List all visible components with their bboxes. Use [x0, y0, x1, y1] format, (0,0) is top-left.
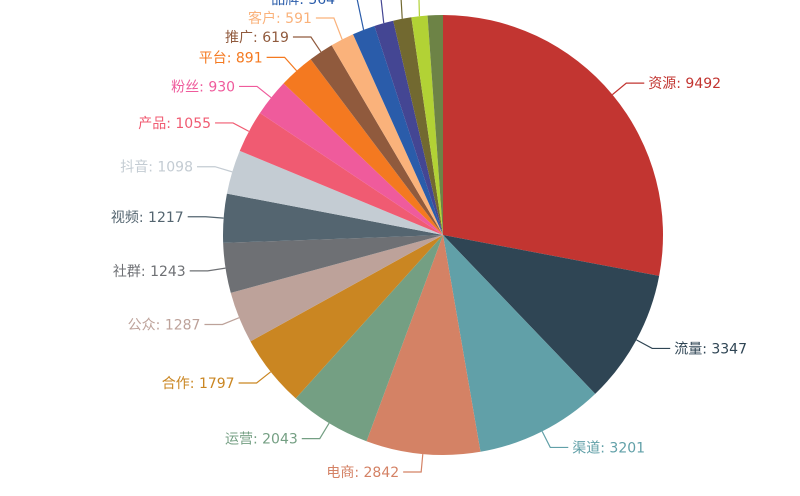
label-line: [400, 0, 403, 19]
pie-slice[interactable]: [366, 235, 481, 455]
pie-slice[interactable]: [443, 235, 660, 394]
label-line: [238, 371, 272, 384]
label-line: [380, 0, 385, 24]
slice-label: 粉丝: 930: [171, 79, 235, 95]
slice-label: 产品: 1055: [138, 116, 211, 132]
pie-slice[interactable]: [283, 59, 443, 235]
slice-label: 社群: 1243: [113, 264, 186, 280]
pie-slice[interactable]: [223, 193, 443, 243]
pie-slice[interactable]: [226, 150, 443, 235]
label-line: [301, 422, 330, 440]
label-line: [239, 85, 272, 99]
pie-slice[interactable]: [223, 235, 443, 293]
slice-label: 客户: 591: [248, 10, 312, 27]
slice-label: 资源: 9492: [648, 76, 721, 92]
slice-label: 平台: 891: [199, 50, 263, 66]
label-line: [204, 317, 240, 326]
label-line: [292, 36, 322, 53]
label-line: [266, 56, 298, 72]
slice-label: 公众: 1287: [128, 317, 201, 333]
label-line: [356, 0, 365, 30]
pie-slice[interactable]: [230, 235, 443, 342]
pie-slice[interactable]: [331, 34, 443, 235]
pie-slice[interactable]: [352, 25, 443, 235]
slice-label: 推广: 619: [225, 30, 289, 46]
label-line: [189, 267, 226, 272]
pie-labels: 资源: 9492 流量: 3347 渠道: 3201 电商: 2842 运营: 2043…: [111, 0, 747, 481]
label-line: [197, 166, 233, 173]
pie-slice[interactable]: [443, 235, 596, 452]
pie-slice[interactable]: [259, 83, 443, 235]
pie-slice[interactable]: [427, 15, 443, 235]
slice-label: 运营: 2043: [225, 432, 298, 448]
slice-label: 电商: 2842: [326, 465, 399, 481]
label-line: [315, 17, 343, 40]
slice-label: 抖音: 1098: [120, 159, 193, 176]
pie-slice[interactable]: [411, 15, 443, 236]
pie-slice[interactable]: [250, 235, 443, 399]
label-line: [187, 216, 224, 219]
pie-slice[interactable]: [295, 235, 443, 442]
label-line: [541, 431, 569, 449]
slice-label: 合作: 1797: [162, 376, 235, 392]
pie-slice[interactable]: [310, 45, 443, 235]
slice-label: 渠道: 3201: [572, 440, 645, 456]
pie-slice[interactable]: [374, 20, 443, 235]
pie-slice[interactable]: [393, 17, 443, 235]
slice-label: 品牌: 564: [271, 0, 335, 8]
slice-label: 流量: 3347: [674, 341, 747, 357]
label-line: [636, 339, 671, 350]
label-line: [612, 82, 645, 96]
label-line: [215, 122, 250, 132]
pie-slices: [223, 15, 663, 455]
pie-slice[interactable]: [239, 112, 443, 235]
label-line: [403, 454, 424, 473]
slice-label: 视频: 1217: [111, 210, 184, 226]
pie-slice[interactable]: [443, 15, 663, 276]
